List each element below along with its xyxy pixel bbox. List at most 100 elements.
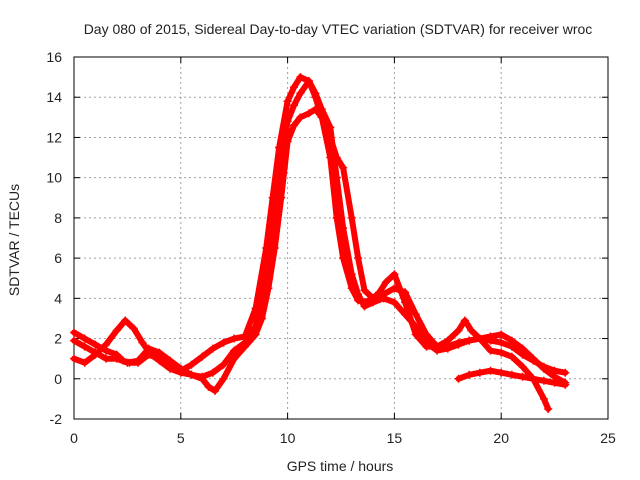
data-point xyxy=(465,336,474,345)
data-point xyxy=(354,290,363,299)
data-point xyxy=(112,326,121,335)
axis-ticks: 0 5 10 15 20 25 -2 0 2 4 6 8 10 12 14 16 xyxy=(46,49,616,446)
data-point xyxy=(454,340,463,349)
y-tick-label: 2 xyxy=(54,331,62,347)
data-point xyxy=(486,346,495,355)
data-point xyxy=(486,366,495,375)
x-tick-label: 5 xyxy=(177,430,185,446)
data-point xyxy=(390,298,399,307)
data-point xyxy=(507,336,516,345)
y-tick-label: 6 xyxy=(54,250,62,266)
data-point xyxy=(146,350,155,359)
data-point xyxy=(264,284,273,293)
x-tick-label: 0 xyxy=(70,430,78,446)
data-point xyxy=(123,358,132,367)
data-point xyxy=(112,354,121,363)
data-point xyxy=(497,348,506,357)
x-tick-label: 15 xyxy=(387,430,403,446)
data-point xyxy=(561,380,570,389)
data-point xyxy=(176,368,185,377)
data-point xyxy=(379,294,388,303)
data-point xyxy=(460,316,469,325)
data-point xyxy=(360,302,369,311)
data-point xyxy=(317,113,326,122)
data-point xyxy=(70,354,78,363)
data-point xyxy=(311,105,320,114)
data-point xyxy=(204,382,213,391)
data-point xyxy=(475,368,484,377)
data-point xyxy=(369,294,378,303)
data-point xyxy=(518,344,527,353)
data-point xyxy=(187,360,196,369)
data-point xyxy=(529,354,538,363)
data-point xyxy=(187,370,196,379)
data-point xyxy=(102,340,111,349)
data-point xyxy=(283,137,292,146)
data-point xyxy=(134,356,143,365)
data-point xyxy=(507,352,516,361)
data-point xyxy=(507,370,516,379)
series-trace xyxy=(71,78,569,386)
data-point xyxy=(454,374,463,383)
data-point xyxy=(544,404,553,413)
data-point xyxy=(296,89,305,98)
data-point xyxy=(304,77,313,86)
series-track-c xyxy=(70,105,553,413)
data-point xyxy=(326,133,335,142)
data-point xyxy=(467,326,476,335)
data-point xyxy=(230,346,239,355)
y-tick-label: 0 xyxy=(54,371,62,387)
data-point xyxy=(401,298,410,307)
data-point xyxy=(102,354,111,363)
data-point xyxy=(381,278,390,287)
data-point xyxy=(290,83,299,92)
data-point xyxy=(290,101,299,110)
data-point xyxy=(311,89,320,98)
data-point xyxy=(339,223,348,232)
data-point xyxy=(91,350,100,359)
y-axis-label: SDTVAR / TECUs xyxy=(6,184,22,296)
data-point xyxy=(561,368,570,377)
data-point xyxy=(257,314,266,323)
data-point xyxy=(70,328,78,337)
data-point xyxy=(80,334,89,343)
data-point xyxy=(454,326,463,335)
data-point xyxy=(443,344,452,353)
data-point xyxy=(539,376,548,385)
data-point xyxy=(529,374,538,383)
y-tick-label: 10 xyxy=(46,170,62,186)
data-point xyxy=(347,270,356,279)
data-point xyxy=(539,364,548,373)
data-point xyxy=(422,342,431,351)
y-tick-label: 14 xyxy=(46,89,62,105)
x-tick-label: 10 xyxy=(280,430,296,446)
y-tick-label: 16 xyxy=(46,49,62,65)
data-point xyxy=(240,342,249,351)
data-point xyxy=(433,342,442,351)
data-point xyxy=(411,330,420,339)
data-point xyxy=(443,336,452,345)
chart-title: Day 080 of 2015, Sidereal Day-to-day VTE… xyxy=(84,21,593,37)
series-trace xyxy=(71,74,569,376)
data-point xyxy=(70,336,78,345)
data-point xyxy=(339,163,348,172)
data-point xyxy=(465,370,474,379)
data-point xyxy=(219,338,228,347)
y-tick-label: -2 xyxy=(50,411,63,427)
data-point xyxy=(360,286,369,295)
data-point xyxy=(80,342,89,351)
data-point xyxy=(230,334,239,343)
data-point xyxy=(497,368,506,377)
x-axis-label: GPS time / hours xyxy=(287,458,394,474)
data-point xyxy=(277,193,286,202)
data-point xyxy=(219,374,228,383)
series-trace xyxy=(71,106,552,412)
data-point xyxy=(129,324,138,333)
series-track-d xyxy=(454,366,570,389)
data-point xyxy=(219,360,228,369)
data-point xyxy=(518,372,527,381)
data-point xyxy=(518,362,527,371)
x-tick-label: 25 xyxy=(600,430,616,446)
data-point xyxy=(290,121,299,130)
data-point xyxy=(304,109,313,118)
